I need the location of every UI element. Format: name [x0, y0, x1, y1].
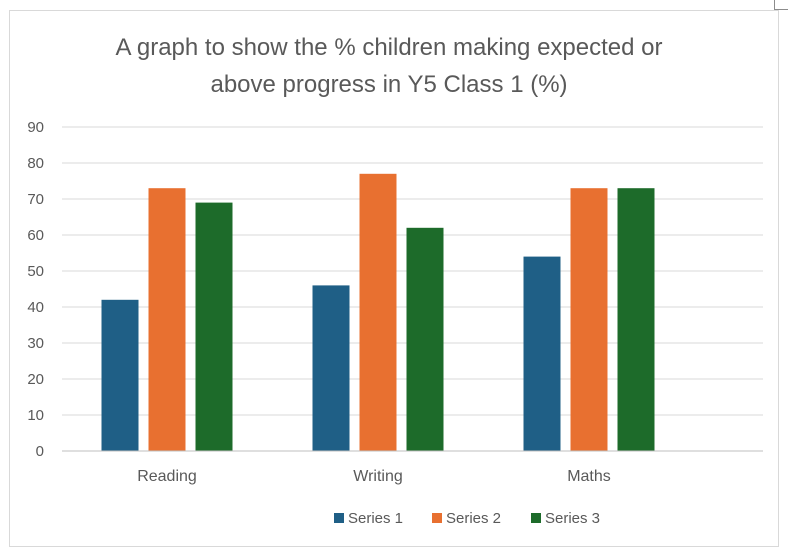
bar-reading-series-1[interactable]: [101, 299, 139, 451]
bar-reading-series-2[interactable]: [148, 188, 186, 451]
y-tick-label: 50: [27, 263, 44, 280]
y-tick-label: 90: [27, 119, 44, 136]
y-tick-label: 0: [36, 443, 44, 460]
y-tick-label: 60: [27, 227, 44, 244]
chart-title-line-2: above progress in Y5 Class 1 (%): [210, 71, 567, 98]
bar-maths-series-3[interactable]: [617, 188, 655, 451]
chart-title: A graph to show the % children making ex…: [116, 34, 663, 98]
x-tick-label: Reading: [137, 468, 197, 485]
x-tick-label: Maths: [567, 468, 611, 485]
x-axis-labels: Reading Writing Maths: [137, 468, 611, 485]
bars: [101, 173, 655, 452]
y-tick-label: 20: [27, 371, 44, 388]
legend: Series 1 Series 2 Series 3: [334, 510, 600, 527]
resize-handle[interactable]: [774, 0, 788, 10]
y-axis-ticks: 0 10 20 30 40 50 60 70 80 90: [27, 119, 44, 460]
legend-label-1: Series 1: [348, 510, 403, 527]
legend-swatch-2: [432, 513, 442, 523]
y-tick-label: 70: [27, 191, 44, 208]
bar-reading-series-3[interactable]: [195, 202, 233, 451]
y-tick-label: 10: [27, 407, 44, 424]
legend-swatch-3: [531, 513, 541, 523]
y-tick-label: 30: [27, 335, 44, 352]
bar-maths-series-2[interactable]: [570, 188, 608, 451]
bar-writing-series-1[interactable]: [312, 285, 350, 451]
legend-label-3: Series 3: [545, 510, 600, 527]
y-tick-label: 80: [27, 155, 44, 172]
legend-swatch-1: [334, 513, 344, 523]
bar-maths-series-1[interactable]: [523, 256, 561, 451]
chart-title-line-1: A graph to show the % children making ex…: [116, 34, 663, 61]
bar-writing-series-2[interactable]: [359, 173, 397, 452]
legend-label-2: Series 2: [446, 510, 501, 527]
y-tick-label: 40: [27, 299, 44, 316]
bar-writing-series-3[interactable]: [406, 227, 444, 451]
x-tick-label: Writing: [353, 468, 403, 485]
